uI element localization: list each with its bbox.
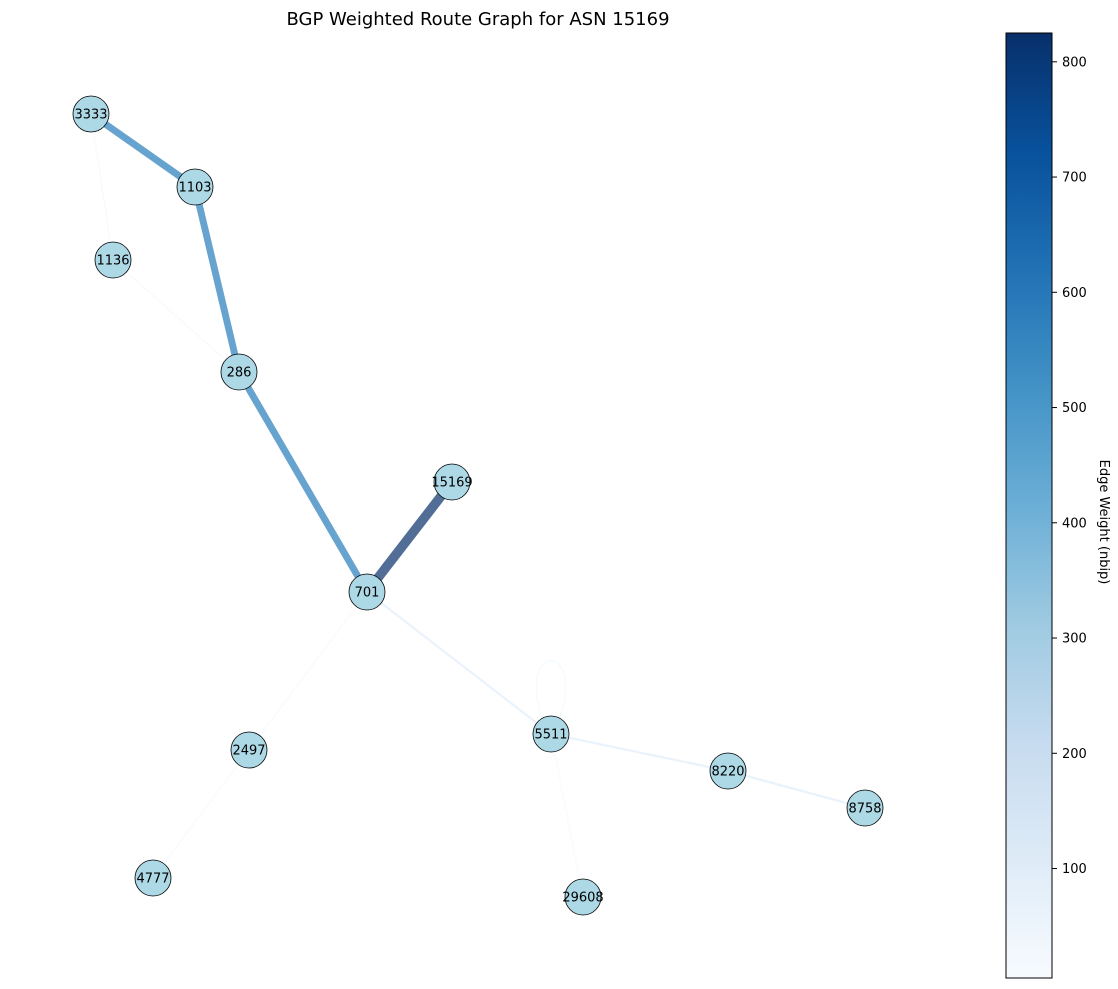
node-label: 4777 <box>136 872 169 887</box>
node-label: 286 <box>227 366 252 381</box>
node-layer: 3333 1103 1136 286 15169 701 2497 4777 5511 8220 8… <box>72 95 884 916</box>
node-circle <box>176 168 214 206</box>
colorbar-tick-label: 800 <box>1062 55 1087 70</box>
colorbar-tick-label: 500 <box>1062 401 1087 416</box>
node-label: 701 <box>355 586 380 601</box>
node-label: 8220 <box>711 765 744 780</box>
node-circle <box>532 715 570 753</box>
node-circle <box>709 752 747 790</box>
edge-1136-286 <box>112 259 240 373</box>
node-1136: 1136 <box>94 241 132 279</box>
edge-286-701 <box>235 368 371 596</box>
node-circle <box>72 95 110 133</box>
node-3333: 3333 <box>72 95 110 133</box>
node-label: 5511 <box>534 728 567 743</box>
node-circle <box>134 859 172 897</box>
node-29608: 29608 <box>562 878 604 916</box>
edge-1103-286 <box>191 183 243 376</box>
node-5511: 5511 <box>532 715 570 753</box>
node-circle <box>94 241 132 279</box>
node-label: 1136 <box>96 254 129 269</box>
node-4777: 4777 <box>134 859 172 897</box>
edge-701-15169 <box>362 477 457 597</box>
colorbar-tick-label: 100 <box>1062 862 1087 877</box>
node-circle <box>230 731 268 769</box>
node-circle <box>433 463 471 501</box>
edge-701-2497 <box>248 591 368 751</box>
edge-3333-1136 <box>90 113 114 261</box>
node-label: 29608 <box>562 891 603 906</box>
node-circle <box>846 789 884 827</box>
colorbar-tick-label: 200 <box>1062 747 1087 762</box>
colorbar-tick-label: 300 <box>1062 632 1087 647</box>
node-701: 701 <box>348 573 386 611</box>
node-label: 8758 <box>848 802 881 817</box>
chart-title: BGP Weighted Route Graph for ASN 15169 <box>286 9 669 30</box>
edge-3333-1103 <box>87 110 199 191</box>
colorbar-tick-label: 600 <box>1062 286 1087 301</box>
node-circle <box>220 353 258 391</box>
colorbar-tick-label: 700 <box>1062 171 1087 186</box>
edge-5511-29608 <box>550 733 584 898</box>
node-2497: 2497 <box>230 731 268 769</box>
colorbar-gradient <box>1005 32 1053 979</box>
node-8758: 8758 <box>846 789 884 827</box>
node-label: 3333 <box>74 108 107 123</box>
edge-2497-4777 <box>152 749 250 879</box>
node-1103: 1103 <box>176 168 214 206</box>
node-label: 1103 <box>178 181 211 196</box>
node-circle <box>564 878 602 916</box>
edge-701-5511 <box>365 590 553 736</box>
colorbar-tick-label: 400 <box>1062 516 1087 531</box>
edge-8220-8758 <box>726 769 867 810</box>
node-8220: 8220 <box>709 752 747 790</box>
colorbar-label: Edge Weight (nbip) <box>1096 460 1111 585</box>
node-circle <box>348 573 386 611</box>
node-label: 15169 <box>431 476 472 491</box>
node-15169: 15169 <box>431 463 473 501</box>
edge-5511-5511 <box>535 660 567 727</box>
edge-layer <box>87 110 867 898</box>
colorbar-ticks: 100 200 300 400 500 600 700 800 <box>1052 55 1087 877</box>
colorbar: 100 200 300 400 500 600 700 800 Edge Weight (nb… <box>1005 32 1111 979</box>
edge-5511-8220 <box>549 732 730 773</box>
node-label: 2497 <box>232 744 265 759</box>
node-286: 286 <box>220 353 258 391</box>
